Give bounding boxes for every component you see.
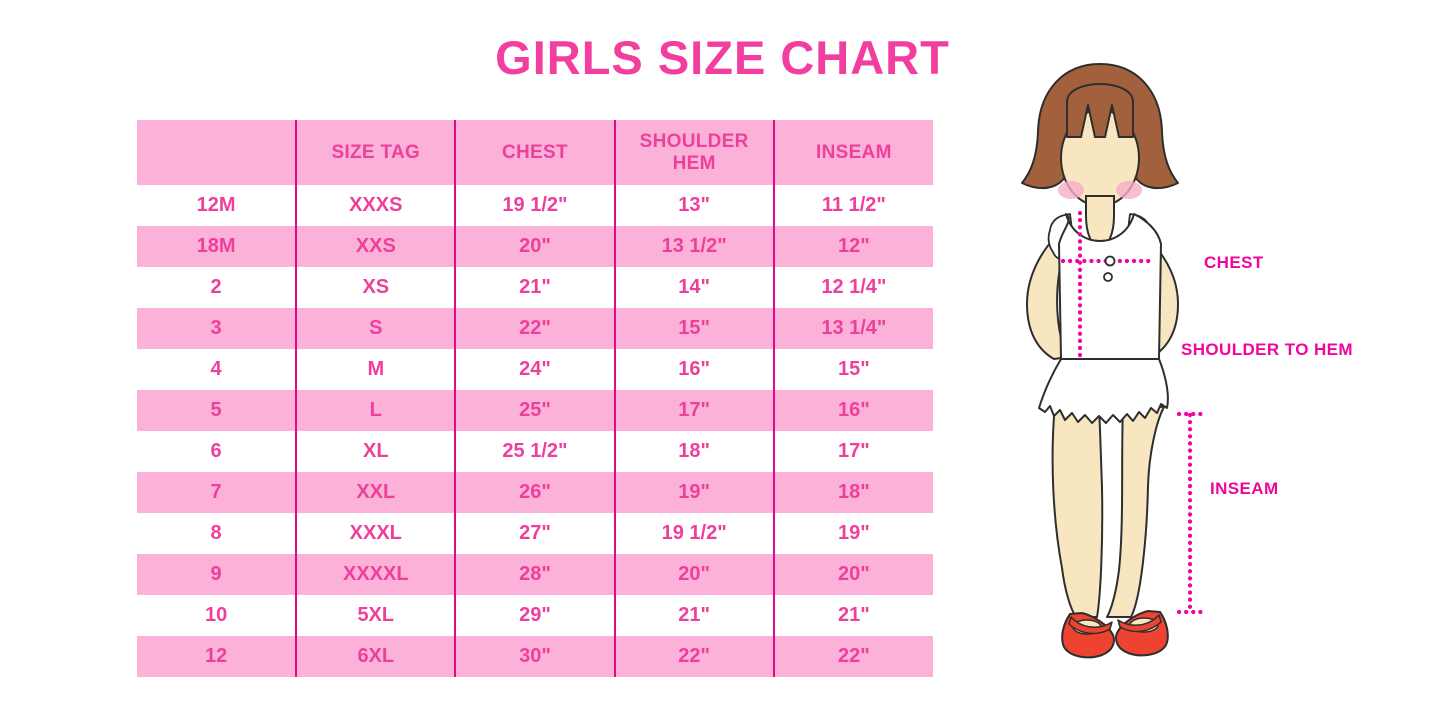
measurement-figure: CHEST SHOULDER TO HEM INSEAM — [1018, 58, 1438, 678]
table-row: 8 XXXL 27" 19 1/2" 19" — [137, 513, 933, 554]
table-row: 5 L 25" 17" 16" — [137, 390, 933, 431]
inseam-cell: 16" — [838, 399, 870, 421]
table-row: 9 XXXXL 28" 20" 20" — [137, 554, 933, 595]
size-cell: 7 — [137, 472, 298, 513]
shoe-right-strap — [1117, 614, 1162, 633]
shoulder-hem-cell: 13 1/2" — [614, 226, 775, 267]
size-cell: 9 — [137, 554, 298, 595]
blush-left — [1058, 181, 1084, 199]
inseam-cell: 13 1/4" — [821, 317, 887, 339]
size-cell: 5 — [137, 390, 298, 431]
table-row: 12 6XL 30" 22" 22" — [137, 636, 933, 677]
size-cell: 2 — [137, 267, 298, 308]
shoulder-hem-cell: 19" — [614, 472, 775, 513]
table-row: 3 S 22" 15" 13 1/4" — [137, 308, 933, 349]
chest-cell: 20" — [455, 226, 616, 267]
top-bodice — [1058, 213, 1162, 360]
blush-right — [1116, 181, 1142, 199]
size-cell: 12M — [137, 185, 298, 226]
column-header-shoulder-hem: SHOULDER HEM — [614, 120, 775, 185]
shoulder-hem-cell: 18" — [614, 431, 775, 472]
button-bottom — [1103, 272, 1113, 282]
table-row: 10 5XL 29" 21" 21" — [137, 595, 933, 636]
size-tag-cell: 5XL — [296, 595, 457, 636]
size-table-header: SIZE TAG CHEST SHOULDER HEM INSEAM — [137, 120, 933, 185]
table-row: 12M XXXS 19 1/2" 13" 11 1/2" — [137, 185, 933, 226]
chest-cell: 29" — [455, 595, 616, 636]
shoulder-hem-cell: 13" — [614, 185, 775, 226]
size-cell: 18M — [137, 226, 298, 267]
shoulder-hem-cell: 17" — [614, 390, 775, 431]
size-table-body: 12M XXXS 19 1/2" 13" 11 1/2" 18M XXS 20" 13 1/2… — [137, 185, 933, 677]
chest-cell: 21" — [455, 267, 616, 308]
shoulder-hem-cell: 16" — [614, 349, 775, 390]
size-tag-cell: 6XL — [296, 636, 457, 677]
header-row: SIZE TAG CHEST SHOULDER HEM INSEAM — [137, 120, 933, 185]
chest-cell: 27" — [455, 513, 616, 554]
shoe-left-strap — [1068, 616, 1113, 635]
column-header-inseam: INSEAM — [816, 141, 892, 163]
size-cell: 12 — [137, 636, 298, 677]
shoulder-hem-cell: 21" — [614, 595, 775, 636]
table-row: 4 M 24" 16" 15" — [137, 349, 933, 390]
size-tag-cell: XXXL — [296, 513, 457, 554]
inseam-cell: 17" — [838, 440, 870, 462]
shoulder-hem-cell: 15" — [614, 308, 775, 349]
leg-right — [1106, 404, 1165, 618]
button-top — [1104, 255, 1116, 267]
shoulder-hem-cell: 20" — [614, 554, 775, 595]
bangs — [1066, 83, 1134, 138]
inseam-label: INSEAM — [1210, 479, 1279, 498]
size-cell: 6 — [137, 431, 298, 472]
page-title: GIRLS SIZE CHART — [495, 31, 950, 84]
size-cell: 3 — [137, 308, 298, 349]
inseam-cell: 21" — [838, 604, 870, 626]
chest-cell: 19 1/2" — [455, 185, 616, 226]
chest-cell: 25" — [455, 390, 616, 431]
column-header-size-tag: SIZE TAG — [296, 120, 457, 185]
chest-cell: 30" — [455, 636, 616, 677]
size-cell: 8 — [137, 513, 298, 554]
chest-cell: 25 1/2" — [455, 431, 616, 472]
inseam-cell: 11 1/2" — [821, 194, 886, 216]
chest-cell: 22" — [455, 308, 616, 349]
table-row: 7 XXL 26" 19" 18" — [137, 472, 933, 513]
table-row: 2 XS 21" 14" 12 1/4" — [137, 267, 933, 308]
chest-cell: 24" — [455, 349, 616, 390]
size-tag-cell: S — [296, 308, 457, 349]
size-tag-cell: XS — [296, 267, 457, 308]
size-cell: 4 — [137, 349, 298, 390]
inseam-cell: 20" — [838, 563, 870, 585]
girls-size-table: SIZE TAG CHEST SHOULDER HEM INSEAM 12M XX… — [137, 120, 933, 677]
skirt — [1038, 358, 1169, 424]
shoulder-hem-cell: 22" — [614, 636, 775, 677]
column-header-size — [137, 120, 298, 185]
leg-left — [1051, 403, 1104, 618]
column-header-chest: CHEST — [455, 120, 616, 185]
inseam-cell: 12 1/4" — [821, 276, 887, 298]
shoulder-hem-cell: 14" — [614, 267, 775, 308]
size-tag-cell: XXS — [296, 226, 457, 267]
size-tag-cell: XXL — [296, 472, 457, 513]
size-tag-cell: XL — [296, 431, 457, 472]
size-tag-cell: L — [296, 390, 457, 431]
inseam-cell: 18" — [838, 481, 870, 503]
chest-label: CHEST — [1204, 253, 1264, 272]
girl-illustration: CHEST SHOULDER TO HEM INSEAM — [1021, 63, 1353, 659]
shoulder-to-hem-label: SHOULDER TO HEM — [1181, 340, 1353, 359]
shoulder-hem-cell: 19 1/2" — [614, 513, 775, 554]
table-row: 6 XL 25 1/2" 18" 17" — [137, 431, 933, 472]
size-tag-cell: XXXS — [296, 185, 457, 226]
inseam-cell: 15" — [838, 358, 870, 380]
size-tag-cell: M — [296, 349, 457, 390]
inseam-cell: 19" — [838, 522, 870, 544]
inseam-cell: 22" — [838, 645, 870, 667]
inseam-cell: 12" — [838, 235, 870, 257]
table-row: 18M XXS 20" 13 1/2" 12" — [137, 226, 933, 267]
size-cell: 10 — [137, 595, 298, 636]
chest-cell: 26" — [455, 472, 616, 513]
size-tag-cell: XXXXL — [296, 554, 457, 595]
chest-cell: 28" — [455, 554, 616, 595]
